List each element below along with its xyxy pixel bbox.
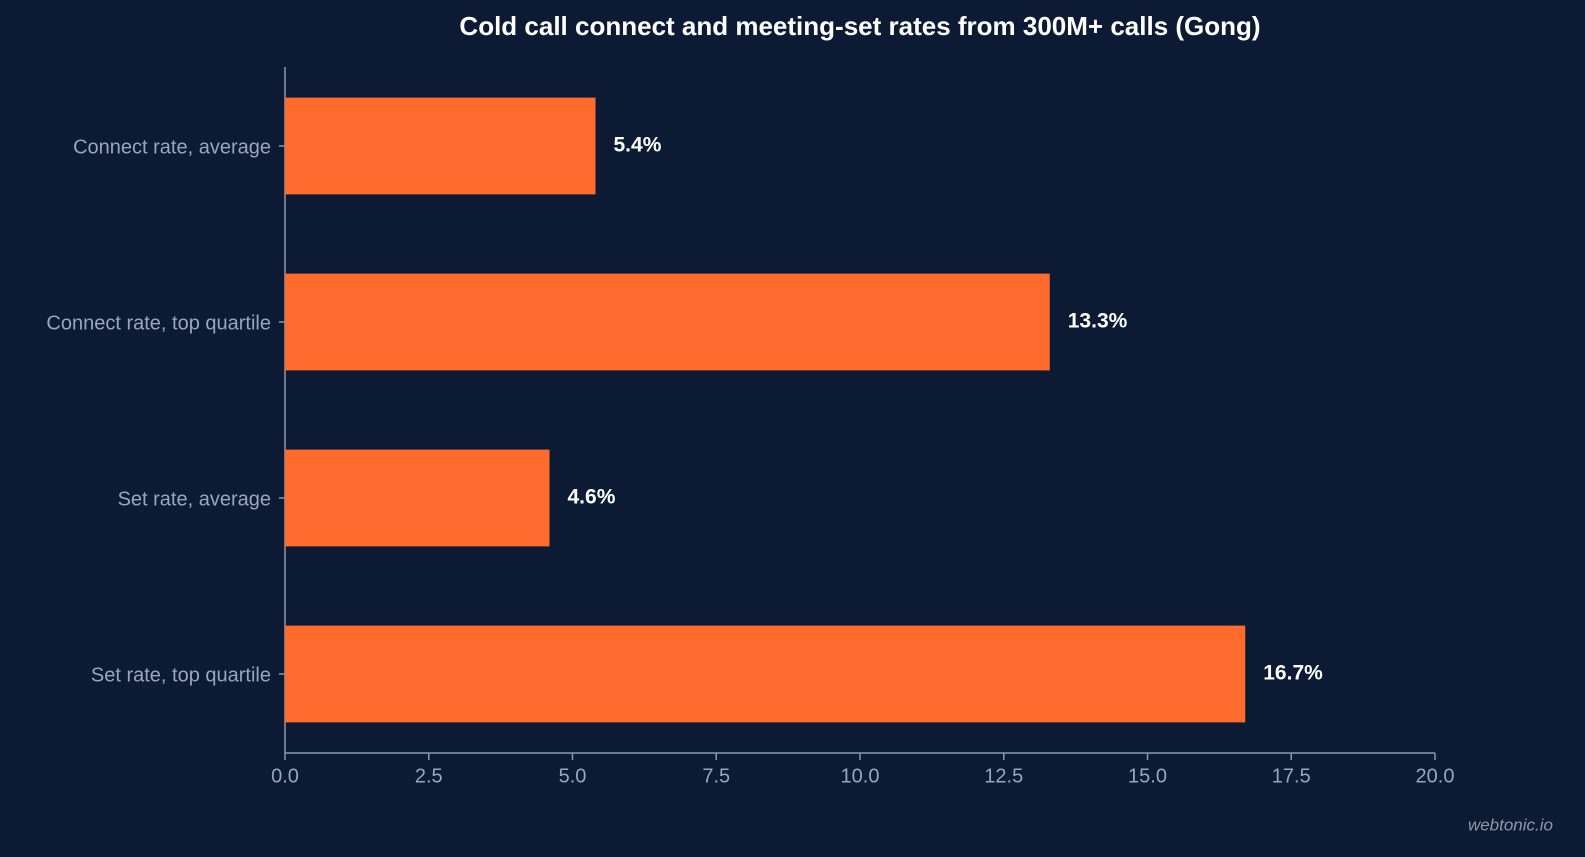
x-tick-label: 17.5: [1272, 765, 1311, 787]
y-tick-label: Set rate, average: [118, 488, 271, 510]
x-tick-label: 10.0: [841, 765, 880, 787]
x-tick-label: 7.5: [702, 765, 730, 787]
x-tick-label: 20.0: [1416, 765, 1455, 787]
x-tick-label: 0.0: [271, 765, 299, 787]
bar: [285, 625, 1246, 723]
bar: [285, 97, 596, 195]
value-label: 5.4%: [614, 134, 662, 157]
x-tick-label: 2.5: [415, 765, 443, 787]
value-label: 13.3%: [1068, 310, 1128, 333]
bar: [285, 273, 1050, 371]
x-tick-label: 5.0: [559, 765, 587, 787]
bar: [285, 449, 550, 547]
y-tick-label: Connect rate, top quartile: [46, 312, 271, 334]
x-tick-label: 12.5: [984, 765, 1023, 787]
y-tick-label: Connect rate, average: [73, 136, 271, 158]
chart-title: Cold call connect and meeting-set rates …: [459, 11, 1260, 41]
y-tick-label: Set rate, top quartile: [91, 664, 271, 686]
watermark: webtonic.io: [1468, 815, 1553, 834]
value-label: 4.6%: [568, 486, 616, 509]
value-label: 16.7%: [1263, 662, 1323, 685]
x-tick-label: 15.0: [1128, 765, 1167, 787]
